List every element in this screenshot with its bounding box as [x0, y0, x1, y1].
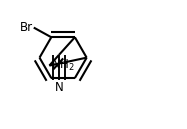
Text: N: N — [55, 81, 63, 94]
Text: NH$_2$: NH$_2$ — [51, 58, 75, 73]
Text: Br: Br — [20, 21, 33, 34]
